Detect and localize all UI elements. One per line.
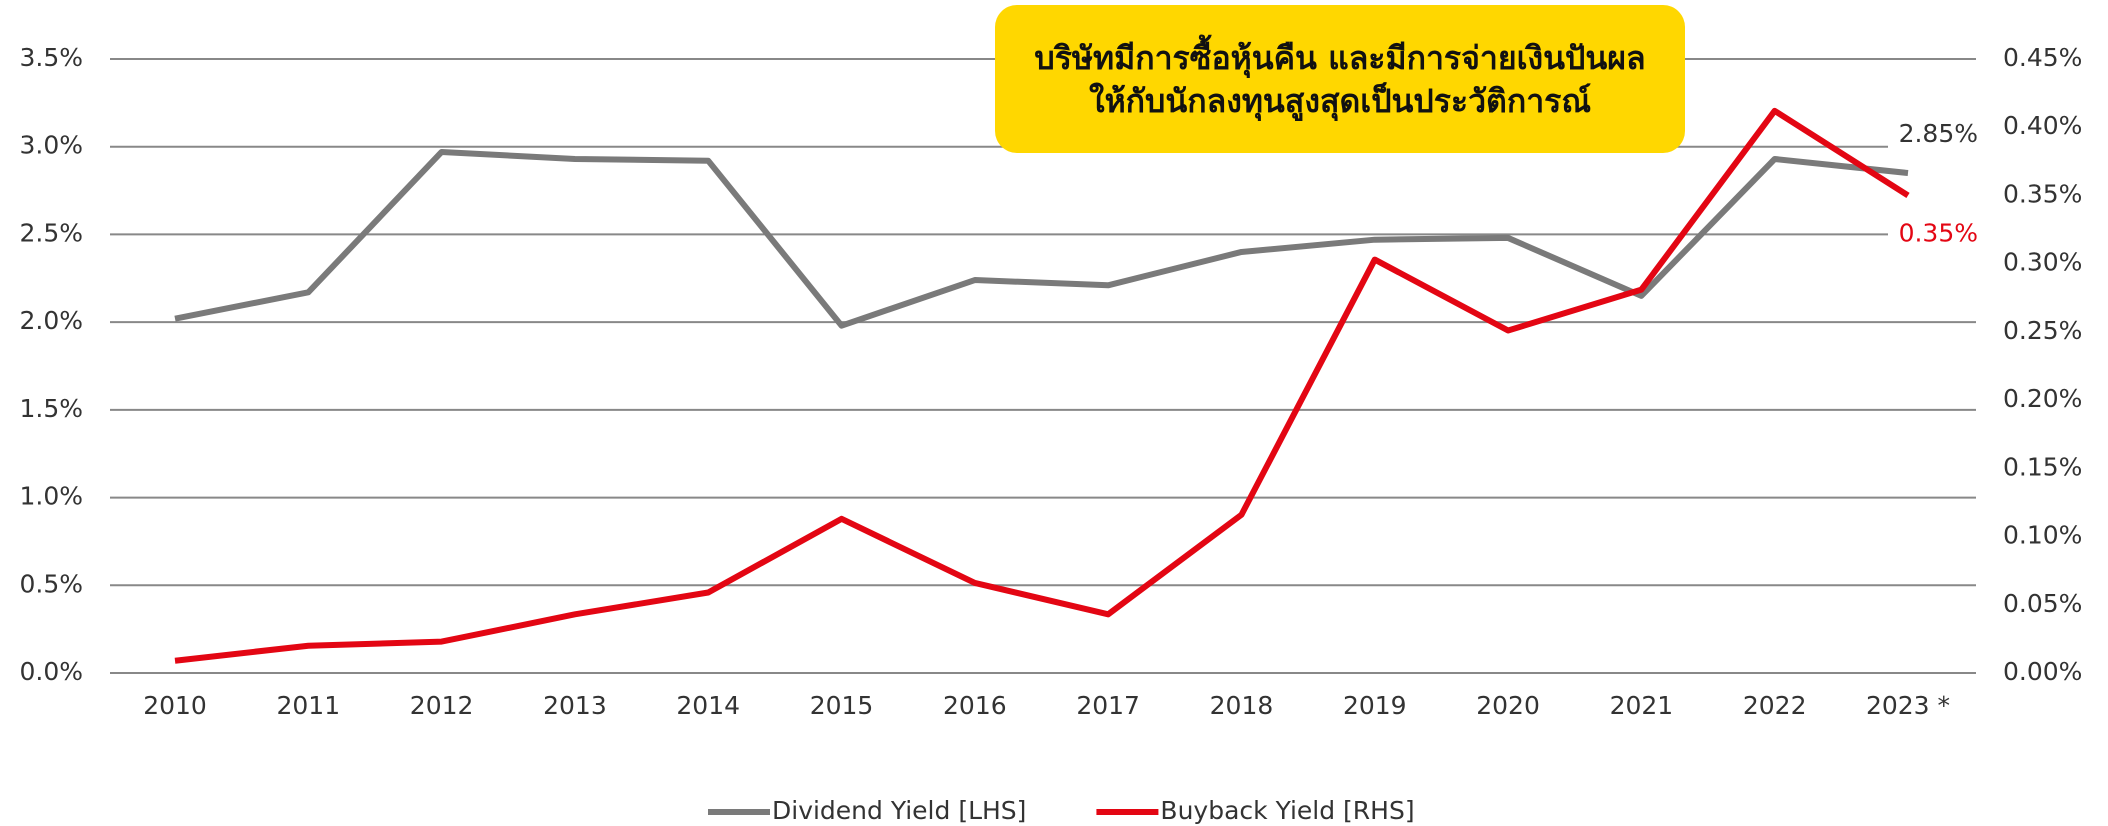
y-tick-label: 2.5% bbox=[19, 218, 83, 247]
y2-tick-label: 0.10% bbox=[2003, 521, 2082, 550]
y2-tick-label: 0.20% bbox=[2003, 384, 2082, 413]
x-tick-label: 2023 * bbox=[1866, 691, 1950, 720]
value-label: 2.85% bbox=[1899, 119, 1978, 148]
label-backdrop bbox=[1888, 218, 1978, 251]
value-label: 0.35% bbox=[1899, 218, 1978, 247]
annotation-box bbox=[995, 5, 1685, 153]
y-tick-label: 3.0% bbox=[19, 131, 83, 160]
y2-tick-label: 0.05% bbox=[2003, 589, 2082, 618]
x-tick-label: 2010 bbox=[143, 691, 207, 720]
x-tick-label: 2011 bbox=[276, 691, 340, 720]
y2-tick-label: 0.25% bbox=[2003, 316, 2082, 345]
annotation-text: ให้กับนักลงทุนสูงสุดเป็นประวัติการณ์ bbox=[1089, 81, 1591, 122]
x-tick-label: 2018 bbox=[1210, 691, 1274, 720]
y-tick-label: 1.0% bbox=[19, 482, 83, 511]
y2-tick-label: 0.00% bbox=[2003, 657, 2082, 686]
y-tick-label: 1.5% bbox=[19, 394, 83, 423]
y2-tick-label: 0.40% bbox=[2003, 111, 2082, 140]
x-tick-label: 2022 bbox=[1743, 691, 1807, 720]
data-line bbox=[174, 107, 1910, 664]
y-tick-label: 0.0% bbox=[19, 657, 83, 686]
x-tick-label: 2014 bbox=[676, 691, 740, 720]
y-tick-label: 0.5% bbox=[19, 569, 83, 598]
x-tick-label: 2012 bbox=[410, 691, 474, 720]
x-tick-label: 2013 bbox=[543, 691, 607, 720]
data-line bbox=[174, 148, 1909, 329]
legend-label: Buyback Yield [RHS] bbox=[1160, 796, 1414, 825]
y-tick-label: 2.0% bbox=[19, 306, 83, 335]
y2-tick-label: 0.35% bbox=[2003, 179, 2082, 208]
x-tick-label: 2019 bbox=[1343, 691, 1407, 720]
x-tick-label: 2017 bbox=[1076, 691, 1140, 720]
label-backdrop bbox=[1888, 119, 1978, 152]
y2-tick-label: 0.30% bbox=[2003, 248, 2082, 277]
legend-label: Dividend Yield [LHS] bbox=[772, 796, 1026, 825]
x-tick-label: 2021 bbox=[1610, 691, 1674, 720]
y2-tick-label: 0.45% bbox=[2003, 43, 2082, 72]
x-tick-label: 2016 bbox=[943, 691, 1007, 720]
x-tick-label: 2020 bbox=[1476, 691, 1540, 720]
y-tick-label: 3.5% bbox=[19, 43, 83, 72]
x-tick-label: 2015 bbox=[810, 691, 874, 720]
annotation-text: บริษัทมีการซื้อหุ้นคืน และมีการจ่ายเงินป… bbox=[1034, 34, 1645, 79]
y2-tick-label: 0.15% bbox=[2003, 452, 2082, 481]
